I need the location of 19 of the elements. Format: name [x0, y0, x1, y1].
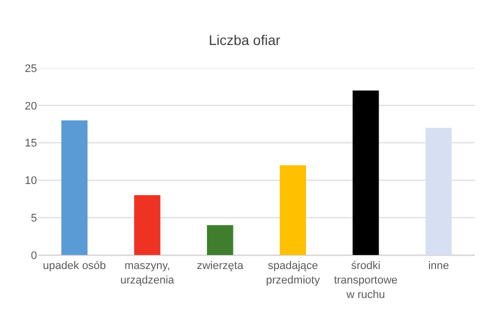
x-tick-label: upadek osób: [42, 260, 106, 272]
x-tick-label: spadające przedmioty: [266, 260, 320, 286]
bar: [425, 128, 452, 255]
y-tick-label: 25: [24, 62, 37, 75]
y-tick-label: 20: [24, 100, 37, 112]
y-tick-label: 5: [30, 212, 37, 224]
bar: [134, 195, 160, 255]
bar: [206, 225, 234, 255]
bar: [280, 165, 306, 255]
bar: [61, 120, 88, 255]
x-tick-label: maszyny, urządzenia: [120, 260, 176, 286]
bar: [352, 90, 379, 255]
y-tick-label: 10: [24, 175, 37, 188]
y-tick-label: 0: [30, 250, 37, 262]
y-tick-label: 15: [24, 138, 37, 150]
x-tick-label: zwierzęta: [196, 260, 244, 272]
x-tick-label: środki transportowe w ruchu: [334, 260, 398, 301]
chart-title: Liczba ofiar: [208, 32, 281, 48]
x-tick-label: inne: [428, 260, 449, 272]
